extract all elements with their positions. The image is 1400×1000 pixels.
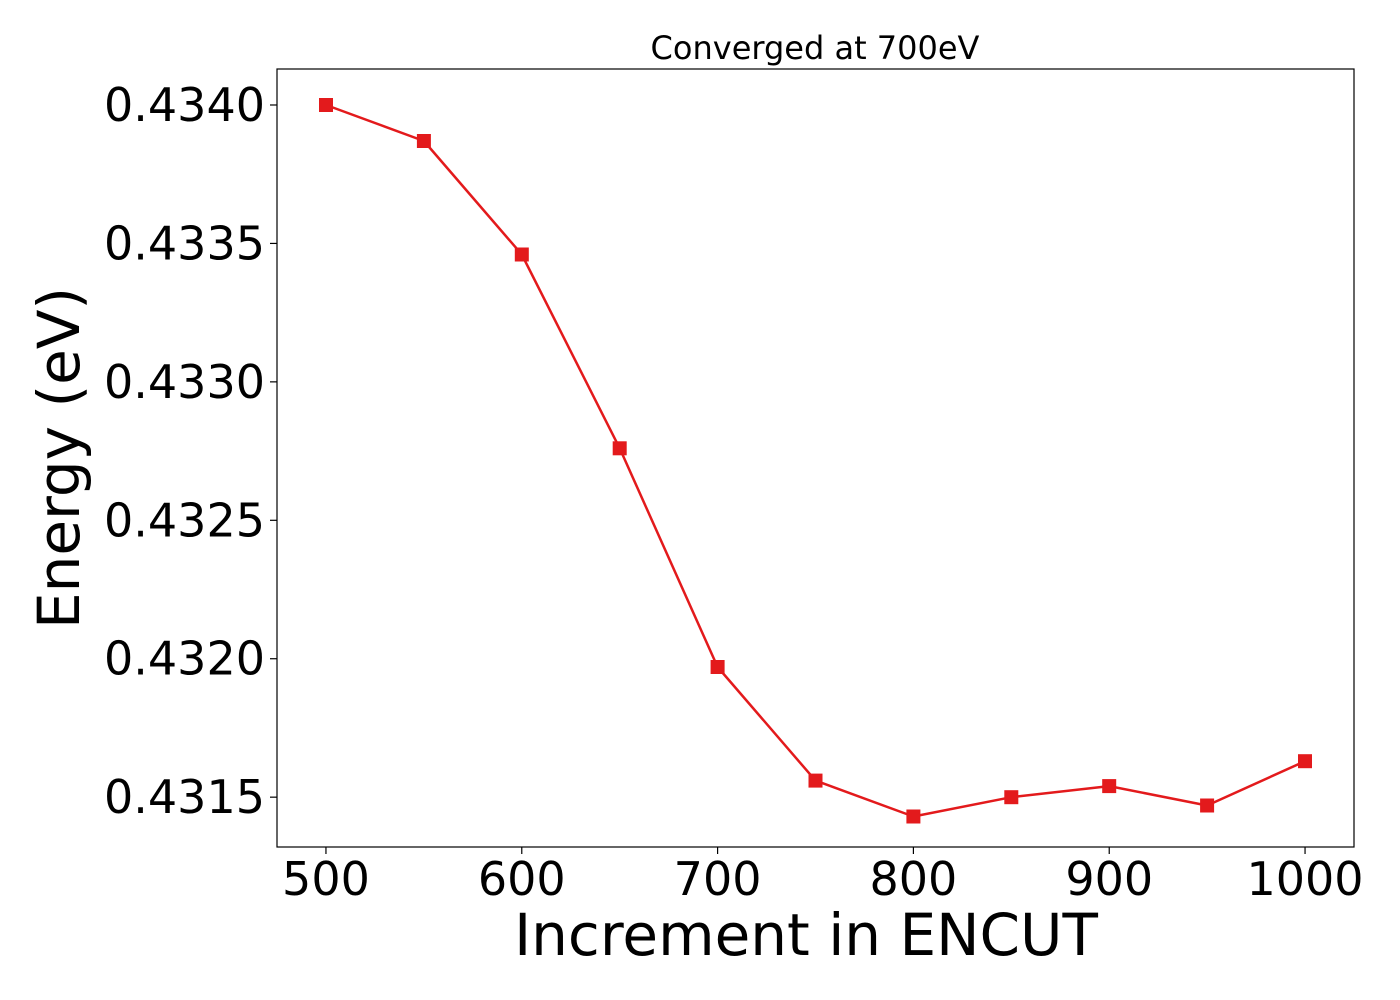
x-tick-label: 600 <box>478 852 566 906</box>
y-tick-label: 0.4330 <box>104 355 265 409</box>
y-tick-label: 0.4315 <box>104 770 265 824</box>
data-point <box>514 247 529 262</box>
x-tick-label: 800 <box>870 852 958 906</box>
series-markers <box>319 98 1312 824</box>
plot-area-frame <box>276 68 1355 848</box>
x-axis: 500 600 700 800 900 1000 <box>282 847 1364 906</box>
data-point <box>1004 790 1019 805</box>
y-tick-label: 0.4340 <box>104 78 265 132</box>
data-point <box>1102 779 1117 794</box>
series-line <box>324 103 1307 818</box>
x-tick-label: 700 <box>674 852 762 906</box>
chart-title: Converged at 700eV <box>651 29 980 67</box>
data-point <box>1298 754 1312 769</box>
x-tick-label: 900 <box>1065 852 1153 906</box>
data-point <box>416 134 431 148</box>
data-point <box>808 773 823 788</box>
y-axis-label: Energy (eV) <box>25 287 93 629</box>
data-point <box>710 660 725 674</box>
y-axis: 0.4315 0.4320 0.4325 0.4330 0.4335 0.4340 <box>104 78 277 824</box>
x-tick-label: 1000 <box>1247 852 1364 906</box>
x-tick-label: 500 <box>282 852 370 906</box>
data-point <box>319 98 333 112</box>
data-point <box>906 809 921 824</box>
data-point <box>1200 798 1215 813</box>
y-tick-label: 0.4320 <box>104 632 265 686</box>
data-point <box>612 441 627 456</box>
x-axis-label: Increment in ENCUT <box>514 901 1098 969</box>
y-tick-label: 0.4335 <box>104 216 265 270</box>
y-tick-label: 0.4325 <box>104 493 265 547</box>
